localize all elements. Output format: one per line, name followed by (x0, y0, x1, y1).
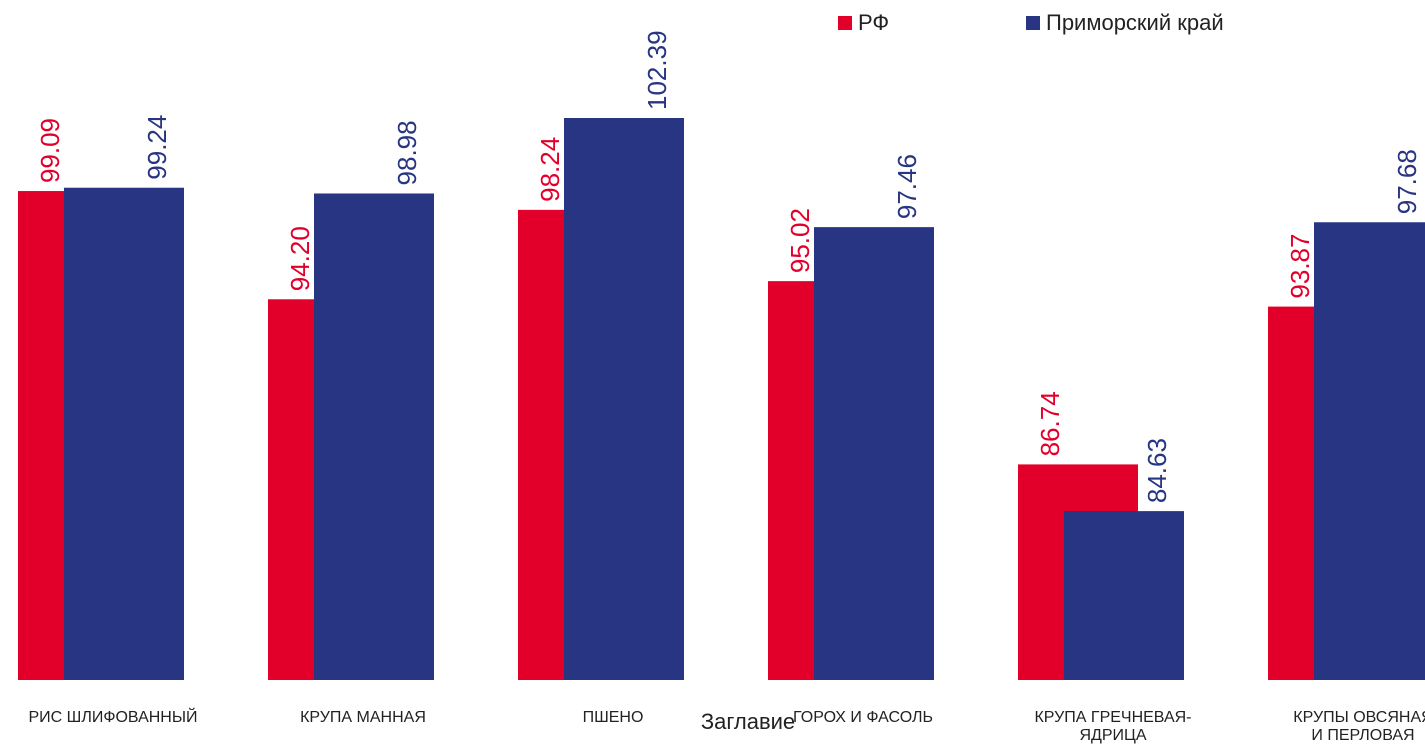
value-label-primorsky-group-1: 98.98 (392, 120, 422, 185)
legend-swatch-rf (838, 16, 852, 30)
legend-label-rf: РФ (858, 10, 890, 35)
legend-item-rf: РФ (838, 10, 889, 36)
value-label-rf-group-3: 95.02 (785, 208, 815, 273)
category-label-group-3: ГОРОХ И ФАСОЛЬ (793, 709, 933, 726)
category-label-group-4: КРУПА ГРЕЧНЕВАЯ-ЯДРИЦА (1034, 709, 1191, 744)
value-label-primorsky-group-3: 97.46 (892, 154, 922, 219)
value-label-primorsky-group-0: 99.24 (142, 115, 172, 180)
bar-primorsky-group-4 (1064, 511, 1184, 680)
value-label-rf-group-5: 93.87 (1285, 234, 1315, 299)
value-label-rf-group-4: 86.74 (1035, 391, 1065, 456)
bar-primorsky-group-0 (64, 187, 184, 680)
legend-label-primorsky: Приморский край (1046, 10, 1224, 35)
value-label-rf-group-0: 99.09 (35, 118, 65, 183)
category-label-group-5: КРУПЫ ОВСЯНАЯ И ПЕРЛОВАЯ (1293, 709, 1425, 744)
bar-primorsky-group-2 (564, 118, 684, 680)
bar-primorsky-group-3 (814, 227, 934, 680)
legend-swatch-primorsky (1026, 16, 1040, 30)
legend-item-primorsky: Приморский край (1026, 10, 1224, 36)
category-label-group-1: КРУПА МАННАЯ (300, 709, 426, 726)
x-axis-title: Заглавие (701, 709, 795, 734)
category-label-group-2: ПШЕНО (583, 709, 644, 726)
value-label-primorsky-group-4: 84.63 (1142, 438, 1172, 503)
bar-primorsky-group-1 (314, 193, 434, 681)
bar-primorsky-group-5 (1314, 222, 1425, 680)
value-label-rf-group-2: 98.24 (535, 137, 565, 202)
value-label-rf-group-1: 94.20 (285, 226, 315, 291)
value-label-primorsky-group-5: 97.68 (1392, 149, 1422, 214)
value-label-primorsky-group-2: 102.39 (642, 30, 672, 110)
category-label-group-0: РИС ШЛИФОВАННЫЙ (28, 707, 197, 726)
